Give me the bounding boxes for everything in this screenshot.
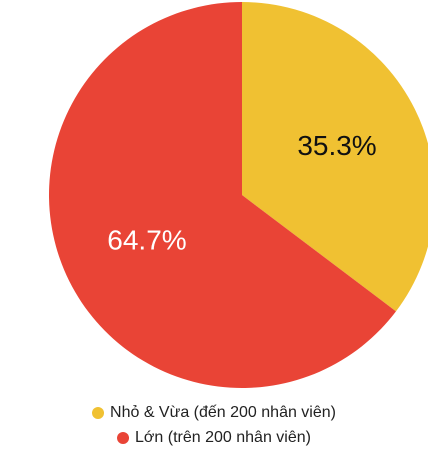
legend-label: Nhỏ & Vừa (đến 200 nhân viên) xyxy=(110,404,336,421)
legend-marker xyxy=(117,432,130,444)
slice-label: 35.3% xyxy=(297,130,376,161)
legend-marker xyxy=(92,407,105,419)
pie-slice xyxy=(48,2,396,388)
legend-label: Lớn (trên 200 nhân viên) xyxy=(135,429,311,446)
slice-label: 64.7% xyxy=(107,225,186,256)
pie-slice xyxy=(242,2,428,312)
